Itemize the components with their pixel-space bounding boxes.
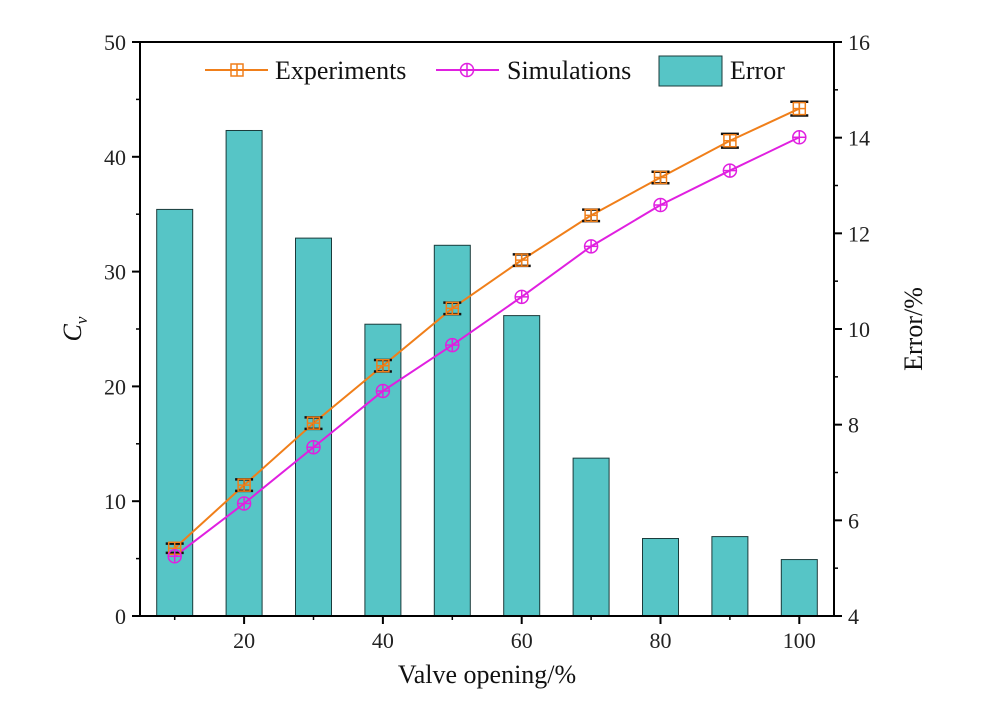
experiments-point-40 bbox=[376, 358, 390, 373]
simulations-point-70 bbox=[583, 239, 599, 254]
error-bars-layer bbox=[156, 129, 818, 617]
x-tick-label: 80 bbox=[650, 628, 672, 653]
experiments-point-60 bbox=[514, 253, 529, 267]
legend-simulations-label: Simulations bbox=[507, 56, 631, 85]
lines-layer bbox=[165, 100, 809, 564]
y-tick-label: 10 bbox=[104, 489, 126, 514]
y-tick-label: 40 bbox=[104, 145, 126, 170]
y-tick-label: 0 bbox=[115, 604, 126, 629]
legend-error-label: Error bbox=[730, 56, 785, 85]
axis-ticks: 0 10 20 30 40 50 4 6 8 10 12 14 16 20 40 60 80 100 bbox=[104, 30, 870, 653]
y2-axis-title: Error/% bbox=[899, 287, 928, 371]
y-axis-title-main: C bbox=[58, 323, 87, 341]
y2-tick-label: 10 bbox=[848, 317, 870, 342]
error-bar-100 bbox=[780, 559, 818, 617]
svg-text:Cv: Cv bbox=[58, 316, 91, 341]
legend-error-swatch bbox=[658, 55, 723, 87]
simulations-point-50 bbox=[445, 337, 460, 353]
error-bar-40 bbox=[364, 323, 402, 617]
experiments-point-20 bbox=[237, 478, 251, 492]
y-axis-title-sub: v bbox=[72, 316, 91, 324]
y2-tick-label: 12 bbox=[848, 221, 870, 246]
y-tick-label: 20 bbox=[104, 374, 126, 399]
experiments-line bbox=[174, 107, 800, 550]
x-tick-label: 40 bbox=[372, 628, 394, 653]
experiments-point-90 bbox=[723, 133, 737, 148]
simulations-point-80 bbox=[653, 197, 668, 213]
error-bar-90 bbox=[711, 536, 749, 617]
experiments-point-30 bbox=[306, 416, 321, 430]
simulations-point-30 bbox=[306, 439, 321, 455]
simulations-point-40 bbox=[375, 383, 391, 399]
error-bar-50 bbox=[433, 244, 471, 617]
experiments-point-80 bbox=[653, 170, 668, 185]
legend: Experiments Simulations Error bbox=[205, 55, 785, 87]
y2-tick-label: 14 bbox=[848, 126, 870, 151]
simulations-point-20 bbox=[236, 496, 252, 511]
legend-experiments-marker bbox=[230, 63, 244, 77]
error-bar-60 bbox=[503, 315, 541, 617]
simulations-point-60 bbox=[514, 289, 529, 305]
legend-simulations-marker bbox=[459, 62, 475, 78]
error-bar-80 bbox=[642, 538, 679, 617]
experiments-point-50 bbox=[445, 301, 460, 316]
y2-tick-label: 16 bbox=[848, 30, 870, 55]
y-tick-label: 50 bbox=[104, 30, 126, 55]
simulations-point-100 bbox=[792, 130, 807, 145]
y2-tick-label: 6 bbox=[848, 508, 859, 533]
experiments-point-100 bbox=[792, 101, 807, 116]
y-tick-label: 30 bbox=[104, 260, 126, 285]
error-bar-20 bbox=[225, 129, 263, 617]
simulations-line bbox=[174, 136, 800, 558]
error-bar-70 bbox=[572, 457, 610, 617]
x-tick-label: 60 bbox=[511, 628, 533, 653]
simulations-point-10 bbox=[167, 549, 182, 564]
x-tick-label: 20 bbox=[233, 628, 255, 653]
y2-tick-label: 4 bbox=[848, 604, 859, 629]
x-axis-title: Valve opening/% bbox=[398, 660, 576, 689]
experiments-point-70 bbox=[584, 208, 598, 223]
simulations-point-90 bbox=[722, 163, 738, 178]
x-tick-label: 100 bbox=[783, 628, 816, 653]
y-axis-title: Cv bbox=[58, 316, 91, 341]
y2-tick-label: 8 bbox=[848, 413, 859, 438]
legend-experiments-label: Experiments bbox=[275, 56, 406, 85]
